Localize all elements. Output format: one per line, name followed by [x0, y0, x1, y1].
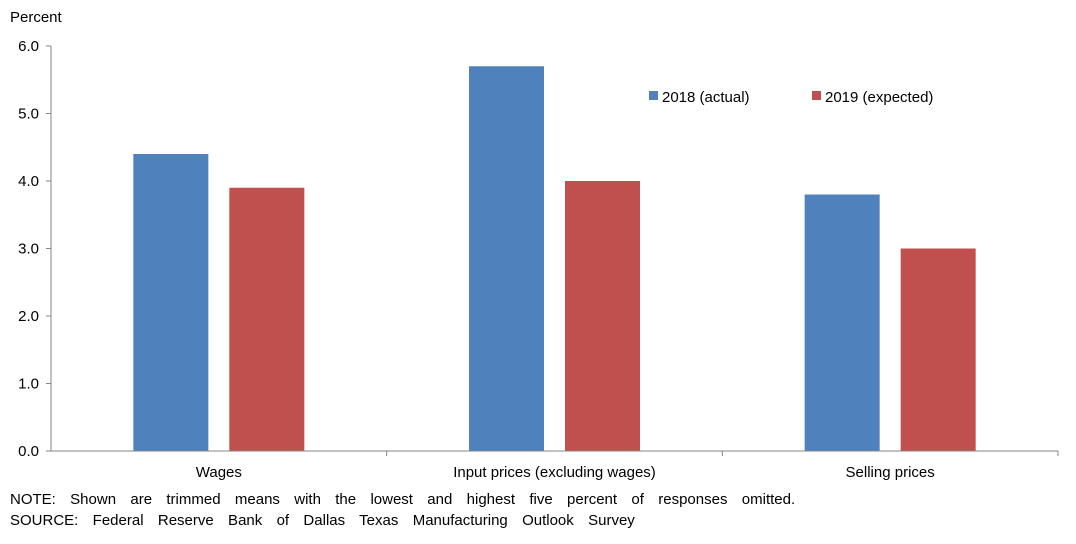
bar-2019-expected	[565, 181, 640, 451]
y-tick-label: 3.0	[18, 241, 39, 258]
legend-swatch	[812, 91, 821, 100]
legend-swatch	[649, 91, 658, 100]
x-tick-label: Input prices (excluding wages)	[453, 464, 656, 481]
y-axis-ticks: 0.0 1.0 2.0 3.0 4.0 5.0 6.0	[18, 38, 51, 460]
x-tick-label: Wages	[196, 464, 242, 481]
y-tick-label: 1.0	[18, 376, 39, 393]
bar-series	[133, 66, 975, 451]
bar-2019-expected	[901, 249, 976, 452]
bar-2018-actual	[805, 195, 880, 452]
legend-label: 2019 (expected)	[825, 89, 933, 106]
y-axis-title: Percent	[10, 9, 63, 26]
y-tick-label: 2.0	[18, 308, 39, 325]
x-axis-ticks: Wages Input prices (excluding wages) Selli…	[196, 451, 1058, 481]
chart-source: SOURCE: Federal Reserve Bank of Dallas T…	[10, 512, 635, 530]
chart-note: NOTE: Shown are trimmed means with the l…	[10, 491, 795, 509]
legend-label: 2018 (actual)	[662, 89, 750, 106]
bar-2019-expected	[229, 188, 304, 451]
y-tick-label: 0.0	[18, 443, 39, 460]
bar-chart: Percent 0.0 1.0 2.0 3.0 4.0 5.0 6.0 Wages Input…	[0, 0, 1076, 485]
bar-2018-actual	[469, 66, 544, 451]
y-tick-label: 5.0	[18, 106, 39, 123]
y-tick-label: 4.0	[18, 173, 39, 190]
y-tick-label: 6.0	[18, 38, 39, 55]
x-tick-label: Selling prices	[846, 464, 935, 481]
chart-container: Percent 0.0 1.0 2.0 3.0 4.0 5.0 6.0 Wages Input…	[0, 0, 1076, 544]
chart-legend: 2018 (actual) 2019 (expected)	[649, 89, 933, 106]
bar-2018-actual	[133, 154, 208, 451]
